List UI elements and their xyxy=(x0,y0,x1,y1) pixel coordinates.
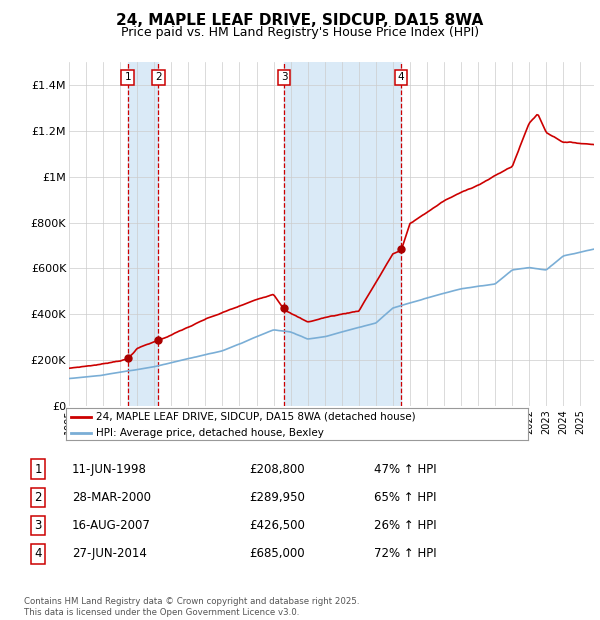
Text: 2: 2 xyxy=(34,491,42,504)
Text: 72% ↑ HPI: 72% ↑ HPI xyxy=(374,547,436,560)
Text: 27-JUN-2014: 27-JUN-2014 xyxy=(72,547,147,560)
Text: £685,000: £685,000 xyxy=(250,547,305,560)
Text: 3: 3 xyxy=(34,519,42,532)
Text: 1: 1 xyxy=(124,73,131,82)
Text: 65% ↑ HPI: 65% ↑ HPI xyxy=(374,491,436,504)
Text: 11-JUN-1998: 11-JUN-1998 xyxy=(72,463,147,476)
Text: Contains HM Land Registry data © Crown copyright and database right 2025.
This d: Contains HM Land Registry data © Crown c… xyxy=(24,598,359,617)
Text: 16-AUG-2007: 16-AUG-2007 xyxy=(72,519,151,532)
Bar xyxy=(284,62,401,406)
Text: 4: 4 xyxy=(398,73,404,82)
Text: £426,500: £426,500 xyxy=(250,519,305,532)
Text: 1: 1 xyxy=(34,463,42,476)
Text: £289,950: £289,950 xyxy=(250,491,305,504)
Text: 3: 3 xyxy=(281,73,287,82)
Text: 47% ↑ HPI: 47% ↑ HPI xyxy=(374,463,436,476)
Text: 24, MAPLE LEAF DRIVE, SIDCUP, DA15 8WA: 24, MAPLE LEAF DRIVE, SIDCUP, DA15 8WA xyxy=(116,13,484,28)
Text: 26% ↑ HPI: 26% ↑ HPI xyxy=(374,519,436,532)
Text: 4: 4 xyxy=(34,547,42,560)
Text: £208,800: £208,800 xyxy=(250,463,305,476)
Text: HPI: Average price, detached house, Bexley: HPI: Average price, detached house, Bexl… xyxy=(96,428,324,438)
Text: 2: 2 xyxy=(155,73,161,82)
Text: 24, MAPLE LEAF DRIVE, SIDCUP, DA15 8WA (detached house): 24, MAPLE LEAF DRIVE, SIDCUP, DA15 8WA (… xyxy=(96,412,416,422)
Text: 28-MAR-2000: 28-MAR-2000 xyxy=(72,491,151,504)
Bar xyxy=(128,62,158,406)
Text: Price paid vs. HM Land Registry's House Price Index (HPI): Price paid vs. HM Land Registry's House … xyxy=(121,26,479,38)
